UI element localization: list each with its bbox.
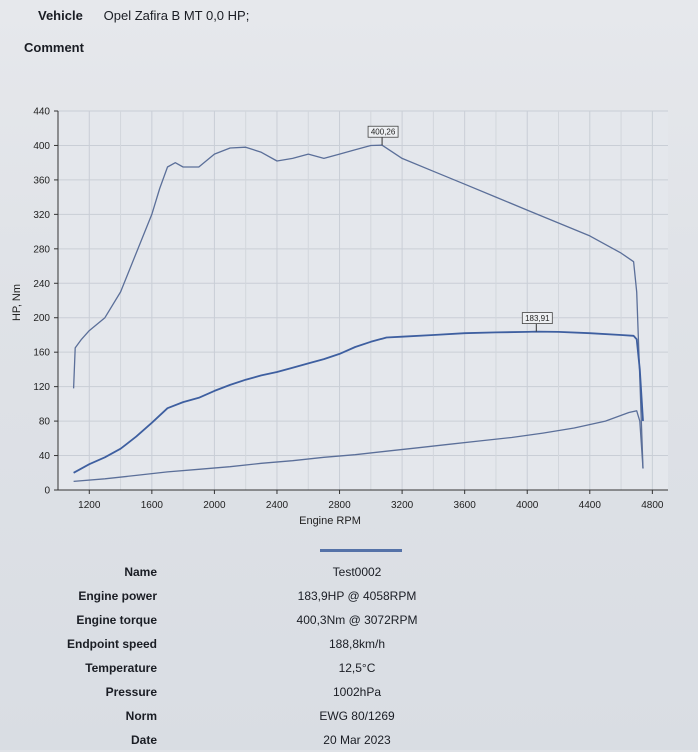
callout-box [521, 312, 553, 324]
info-label: Pressure [105, 685, 157, 699]
x-tick-label: 4400 [579, 500, 602, 511]
series-line-1 [72, 144, 644, 469]
x-tick-label: 2400 [266, 500, 289, 511]
info-row: Engine torque 400,3Nm @ 3072RPM [0, 608, 557, 632]
vehicle-row: Vehicle Opel Zafira B MT 0,0 HP; [38, 8, 249, 23]
y-tick-label: 280 [33, 244, 50, 255]
info-label: Temperature [85, 661, 157, 675]
series-line-3 [73, 410, 644, 483]
x-tick-label: 3600 [454, 500, 477, 511]
y-tick-label: 200 [33, 313, 50, 324]
info-value: 12,5°C [338, 661, 376, 675]
callout-label: 183,91 [525, 314, 550, 323]
x-tick-label: 4800 [641, 500, 664, 511]
y-axis-title: HP, Nm [11, 284, 23, 321]
info-row: Engine power 183,9HP @ 4058RPM [0, 584, 557, 608]
info-value: 188,8km/h [328, 637, 386, 651]
info-row: Norm EWG 80/1269 [0, 704, 557, 728]
y-tick-label: 240 [33, 279, 50, 290]
y-tick-label: 360 [33, 175, 50, 186]
y-tick-label: 440 [33, 107, 50, 118]
callout-box [367, 125, 399, 138]
vehicle-value: Opel Zafira B MT 0,0 HP; [103, 8, 250, 23]
series-line-2 [73, 330, 644, 474]
x-tick-label: 2800 [328, 500, 351, 511]
info-label: Engine torque [76, 613, 157, 627]
legend-line [320, 549, 402, 552]
x-tick-label: 4000 [516, 500, 539, 511]
info-table: Name Test0002 Engine power 183,9HP @ 4058RP… [0, 560, 557, 752]
y-tick-label: 320 [33, 210, 50, 221]
info-label: Engine power [78, 589, 157, 603]
info-value: EWG 80/1269 [319, 709, 395, 723]
info-row: Temperature 12,5°C [0, 656, 557, 680]
info-value: 183,9HP @ 4058RPM [297, 589, 417, 603]
info-value: 400,3Nm @ 3072RPM [296, 613, 418, 627]
info-row: Endpoint speed 188,8km/h [0, 632, 557, 656]
y-tick-label: 120 [33, 382, 50, 393]
y-tick-label: 0 [44, 486, 50, 497]
x-axis-title: Engine RPM [299, 515, 361, 527]
vehicle-label: Vehicle [38, 8, 83, 23]
x-tick-label: 1200 [78, 500, 101, 511]
y-tick-label: 160 [33, 348, 50, 359]
info-value: 1002hPa [332, 685, 382, 699]
info-row: Pressure 1002hPa [0, 680, 557, 704]
info-label: Name [124, 565, 157, 579]
dyno-chart: 0 40 80 120 160 200 240 280 320 360 400 440 1200 1600… [11, 107, 668, 527]
x-tick-label: 3200 [391, 500, 414, 511]
info-label: Norm [125, 709, 157, 723]
y-tick-label: 80 [39, 417, 51, 428]
x-tick-label: 1600 [141, 500, 164, 511]
callout-label: 400,26 [371, 128, 396, 137]
x-tick-label: 2000 [203, 500, 226, 511]
y-tick-label: 40 [39, 451, 51, 462]
plot-area [58, 111, 668, 490]
info-value: Test0002 [332, 565, 382, 579]
info-row: Date 20 Mar 2023 [0, 728, 557, 752]
info-label: Endpoint speed [67, 637, 157, 651]
y-tick-label: 400 [33, 141, 50, 152]
info-row: Name Test0002 [0, 560, 557, 584]
info-label: Date [130, 733, 157, 747]
comment-label: Comment [24, 40, 84, 55]
info-value: 20 Mar 2023 [323, 733, 391, 747]
